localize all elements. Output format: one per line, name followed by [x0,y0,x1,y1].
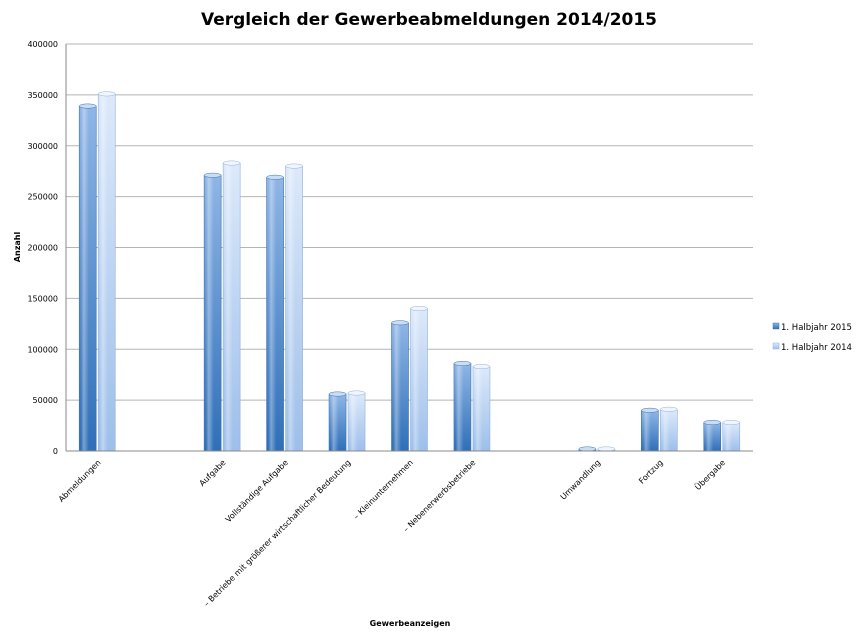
bar-cap [266,174,284,180]
bar-cap [703,420,722,425]
bar-highlight [350,393,358,451]
bar-highlight [287,166,296,451]
x-category-label: Umwandlung [559,458,603,502]
bar-cap [78,103,97,109]
bar-cap [347,390,366,396]
bar-highlight [662,409,670,451]
y-tick-label: 0 [53,447,58,456]
x-category-label: Übergabe [693,457,728,492]
bar-cap [285,163,303,169]
x-category-label: Abmeldungen [57,458,103,504]
bar-highlight [412,308,421,451]
y-tick-label: 50000 [33,396,58,405]
x-category-label: Vollständige Aufgabe [224,458,290,524]
x-category-label: – Nebenerwerbsbetriebe [401,458,477,534]
gridlines [66,43,753,401]
chart-title: Vergleich der Gewerbeabmeldungen 2014/20… [201,10,657,30]
y-tick-label: 150000 [27,294,58,303]
legend-label-2014: 1. Halbjahr 2014 [781,343,852,353]
bar-highlight [643,410,651,451]
bar-highlight [705,422,714,451]
bar-highlight [81,106,89,451]
bar-cap [472,364,491,369]
bar-cap [410,306,428,311]
y-tick-label: 250000 [27,193,58,202]
legend: 1. Halbjahr 2015 1. Halbjahr 2014 [772,322,852,353]
bar-highlight [100,93,108,452]
bar-highlight [331,394,339,451]
y-tick-label: 300000 [27,142,58,151]
y-tick-label: 400000 [27,40,58,49]
bar-highlight [225,163,233,452]
bar-highlight [393,322,402,451]
bar-cap [641,407,659,413]
bar-highlight [455,363,464,451]
y-tick-label: 200000 [27,244,58,253]
bar-cap [203,172,222,178]
x-axis-title: Gewerbeanzeigen [370,619,451,628]
y-tick-label: 100000 [27,345,58,354]
y-axis-title: Anzahl [13,232,22,263]
bar-cap [97,91,116,97]
bar-cap [222,160,241,166]
bars [78,91,741,452]
x-category-label: – Kleinunternehmen [352,458,415,521]
y-axis-ticks: 0 50000 100000 150000 200000 250000 300000 3500… [27,40,58,456]
legend-swatch-2015 [772,322,780,330]
legend-label-2015: 1. Halbjahr 2015 [781,323,852,333]
x-category-label: Fortzug [637,458,665,486]
bar-cap [660,406,678,412]
bar-highlight [206,175,214,451]
x-category-label: – Betriebe mit größerer wirtschaftlicher… [202,458,352,608]
bar-highlight [474,366,483,451]
bar-cap [391,320,409,326]
bar-cap [328,391,347,397]
bar-highlight [724,422,733,451]
bar-cap [453,361,472,366]
x-category-label: Aufgabe [198,458,228,488]
bar-highlight [268,177,277,452]
y-tick-label: 350000 [27,91,58,100]
legend-swatch-2014 [772,342,780,350]
bar-cap [722,420,741,425]
